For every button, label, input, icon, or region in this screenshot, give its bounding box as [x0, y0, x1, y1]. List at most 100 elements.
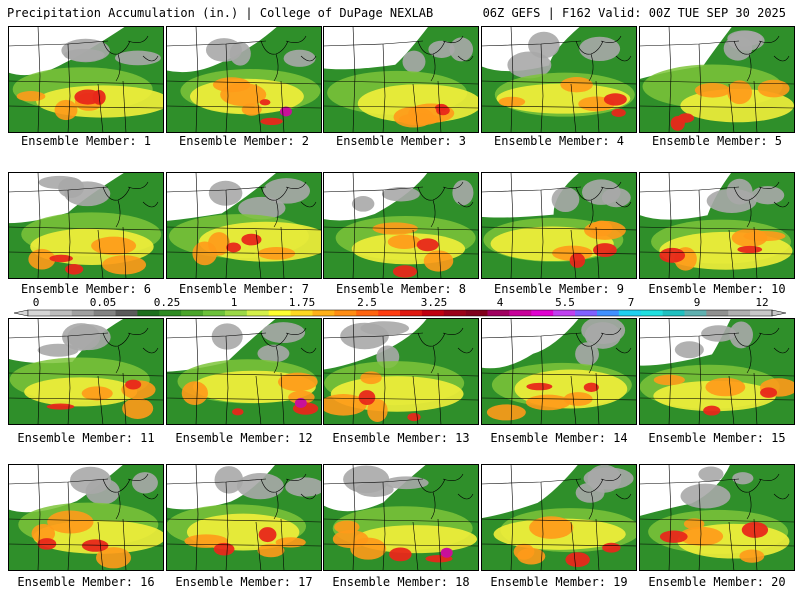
member-caption: Ensemble Member: 1: [20, 134, 152, 148]
member-caption: Ensemble Member: 14: [490, 431, 628, 445]
member-caption: Ensemble Member: 12: [175, 431, 313, 445]
precip-map-graphic: [323, 26, 479, 133]
colorbar-swatch: [553, 310, 576, 316]
colorbar-tick-label: 3.25: [420, 296, 448, 309]
precip-map-graphic: [323, 464, 479, 571]
colorbar-swatch: [356, 310, 379, 316]
colorbar-tick-label: 7: [627, 296, 635, 309]
member-caption: Ensemble Member: 18: [332, 575, 470, 589]
member-map-19: [481, 464, 637, 571]
member-map-13: [323, 318, 479, 425]
colorbar-tick-label: 5.5: [555, 296, 575, 309]
colorbar-swatch: [224, 310, 248, 316]
colorbar-swatch: [596, 310, 620, 316]
colorbar-swatch: [312, 310, 335, 316]
colorbar-swatch: [575, 310, 598, 316]
precip-map-graphic: [323, 318, 479, 425]
member-map-7: [166, 172, 322, 279]
member-map-5: [639, 26, 795, 133]
member-map-1: [8, 26, 164, 133]
colorbar-swatch: [181, 310, 204, 316]
colorbar-swatch: [49, 310, 73, 316]
member-caption: Ensemble Member: 20: [648, 575, 786, 589]
colorbar-swatch: [268, 310, 291, 316]
member-caption: Ensemble Member: 5: [651, 134, 783, 148]
member-map-11: [8, 318, 164, 425]
precip-map-graphic: [166, 172, 322, 279]
colorbar-swatch: [465, 310, 488, 316]
colorbar-graphic: [13, 309, 787, 317]
colorbar-swatch: [290, 310, 313, 316]
member-map-2: [166, 26, 322, 133]
member-map-14: [481, 318, 637, 425]
member-caption: Ensemble Member: 8: [335, 282, 467, 296]
precip-map-graphic: [481, 464, 637, 571]
colorbar-swatch: [334, 310, 357, 316]
member-caption: Ensemble Member: 19: [490, 575, 628, 589]
member-caption: Ensemble Member: 17: [175, 575, 313, 589]
colorbar-swatch: [684, 310, 707, 316]
precip-map-graphic: [8, 464, 164, 571]
colorbar-tick-label: 1.75: [288, 296, 316, 309]
colorbar-swatch: [640, 310, 663, 316]
colorbar-swatch: [115, 310, 138, 316]
colorbar-tick-label: 0.05: [89, 296, 117, 309]
colorbar-swatch: [246, 310, 270, 316]
member-map-17: [166, 464, 322, 571]
colorbar-swatch: [728, 310, 751, 316]
precip-map-graphic: [639, 26, 795, 133]
colorbar-swatch: [137, 310, 160, 316]
member-caption: Ensemble Member: 3: [335, 134, 467, 148]
member-map-10: [639, 172, 795, 279]
colorbar-tick-label: 12: [755, 296, 769, 309]
colorbar-swatch: [443, 310, 466, 316]
member-caption: Ensemble Member: 15: [648, 431, 786, 445]
colorbar-tick-label: 9: [693, 296, 701, 309]
member-map-15: [639, 318, 795, 425]
member-caption: Ensemble Member: 11: [17, 431, 155, 445]
colorbar-swatch: [618, 310, 642, 316]
member-map-18: [323, 464, 479, 571]
colorbar-swatch: [28, 310, 51, 316]
colorbar-swatch: [400, 310, 423, 316]
colorbar-swatch: [662, 310, 685, 316]
colorbar-swatch: [203, 310, 226, 316]
precip-map-graphic: [8, 318, 164, 425]
colorbar-swatch: [487, 310, 510, 316]
colorbar-tick-label: 2.5: [357, 296, 377, 309]
member-map-8: [323, 172, 479, 279]
precip-map-graphic: [166, 318, 322, 425]
member-caption: Ensemble Member: 9: [493, 282, 625, 296]
colorbar-swatch: [378, 310, 401, 316]
member-map-3: [323, 26, 479, 133]
colorbar-tick-label: 1: [230, 296, 238, 309]
member-caption: Ensemble Member: 7: [178, 282, 310, 296]
precip-map-graphic: [639, 172, 795, 279]
colorbar-swatch: [421, 310, 445, 316]
member-caption: Ensemble Member: 2: [178, 134, 310, 148]
member-caption: Ensemble Member: 6: [20, 282, 152, 296]
colorbar-swatch: [706, 310, 729, 316]
precip-map-graphic: [166, 26, 322, 133]
member-map-12: [166, 318, 322, 425]
member-map-6: [8, 172, 164, 279]
member-map-20: [639, 464, 795, 571]
precip-map-graphic: [481, 172, 637, 279]
member-map-4: [481, 26, 637, 133]
member-caption: Ensemble Member: 4: [493, 134, 625, 148]
precip-map-graphic: [481, 26, 637, 133]
member-map-9: [481, 172, 637, 279]
precip-map-graphic: [166, 464, 322, 571]
precip-map-graphic: [639, 318, 795, 425]
colorbar-tick-label: 4: [496, 296, 504, 309]
precip-map-graphic: [8, 172, 164, 279]
colorbar-swatch: [509, 310, 532, 316]
header-title: Precipitation Accumulation (in.) | Colle…: [7, 6, 434, 20]
precip-map-graphic: [323, 172, 479, 279]
colorbar-swatch: [531, 310, 554, 316]
colorbar-swatch: [93, 310, 116, 316]
precip-map-graphic: [8, 26, 164, 133]
header-run-info: 06Z GEFS | F162 Valid: 00Z TUE SEP 30 20…: [482, 6, 786, 20]
colorbar-swatch: [71, 310, 94, 316]
precip-colorbar: 0 0.05 0.25 1 1.75 2.5 3.25 4 5.5 7 9 12: [13, 296, 787, 320]
